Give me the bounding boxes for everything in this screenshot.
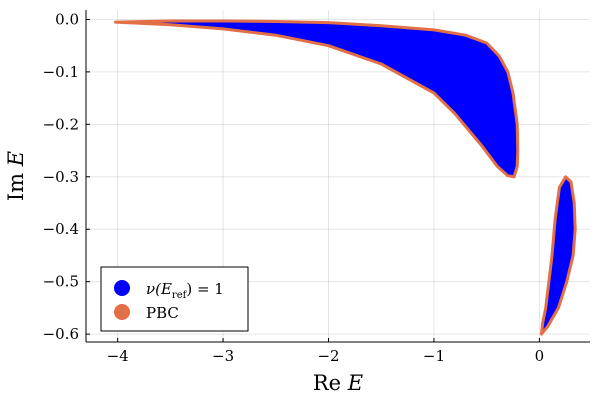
spectrum-region-2 [541, 176, 576, 335]
plot-regions [114, 19, 577, 336]
x-tick-label: −1 [423, 347, 445, 365]
y-tick-label: −0.2 [43, 115, 79, 133]
axes [85, 10, 590, 343]
y-axis-title-prefix: Im [4, 166, 28, 201]
y-tick-label: −0.3 [43, 168, 79, 186]
y-tick-label: −0.4 [43, 220, 79, 238]
x-axis-title-var: E [347, 371, 363, 395]
y-tick-label: −0.5 [43, 273, 79, 291]
legend-marker-nu [114, 280, 130, 296]
x-axis-title: Re E [313, 371, 363, 395]
y-axis-title-var: E [4, 151, 28, 167]
spectrum-region-1 [115, 21, 518, 177]
y-tick-label: 0.0 [55, 10, 79, 28]
x-tick-label: −3 [212, 347, 234, 365]
legend-nu-sub: ref [172, 290, 188, 301]
y-tick-label: −0.1 [43, 63, 79, 81]
legend-nu-pre: ν(E [146, 280, 172, 298]
x-tick-label: 0 [535, 347, 545, 365]
legend: ν(Eref) = 1 PBC [100, 266, 249, 332]
y-ticks: 0.0 −0.1 −0.2 −0.3 −0.4 −0.5 −0.6 [43, 10, 90, 343]
legend-nu-post: ) = 1 [186, 280, 224, 298]
legend-box [100, 266, 249, 332]
pbc-boundary-2 [540, 175, 577, 336]
y-tick-label: −0.6 [43, 325, 79, 343]
x-tick-label: −4 [107, 347, 129, 365]
legend-marker-pbc [114, 304, 130, 320]
legend-label-nu: ν(Eref) = 1 [146, 280, 224, 301]
x-ticks: −4 −3 −2 −1 0 [107, 338, 545, 365]
legend-label-pbc: PBC [146, 304, 179, 322]
x-tick-label: −2 [317, 347, 339, 365]
pbc-boundary-1 [114, 19, 520, 179]
x-axis-title-prefix: Re [313, 371, 348, 395]
y-axis-title: Im E [4, 151, 28, 201]
